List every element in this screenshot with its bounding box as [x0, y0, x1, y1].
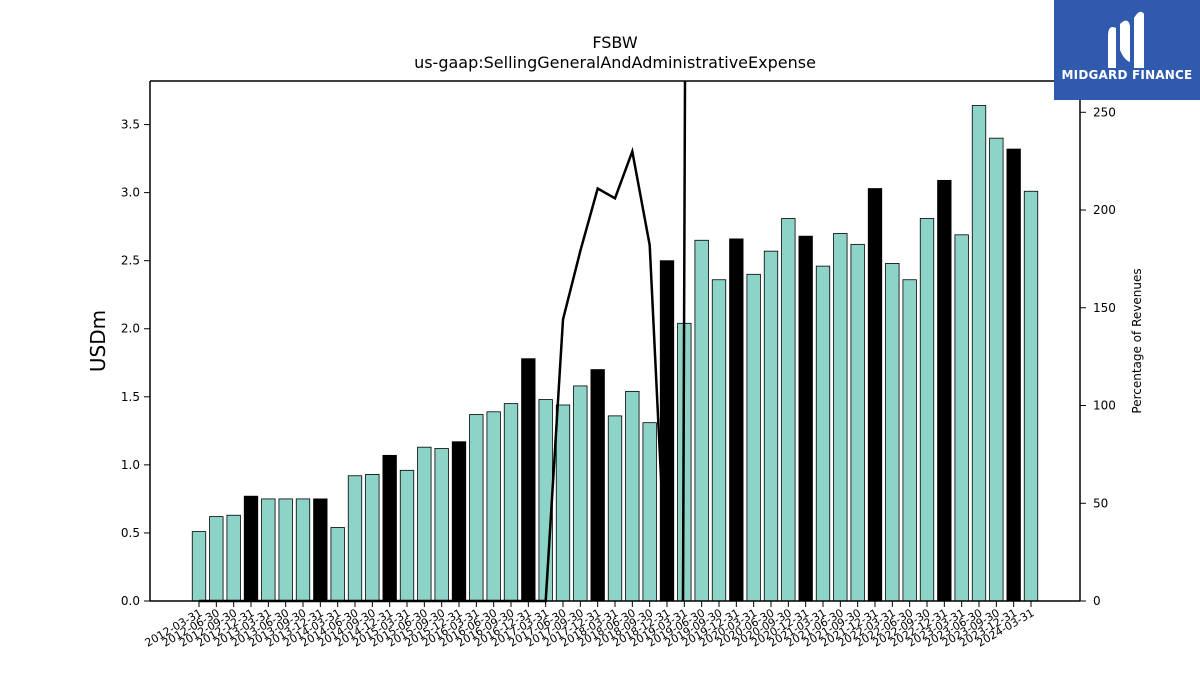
- y2-tick-label: 50: [1093, 496, 1108, 510]
- y-tick-label: 2.0: [121, 322, 140, 336]
- bar-2017-09-30: [573, 385, 588, 602]
- bars-group: [191, 105, 1039, 602]
- bar-2013-09-30: [295, 498, 311, 602]
- bar-2017-06-30: [555, 404, 571, 602]
- y2-tick-label: 150: [1093, 301, 1116, 315]
- percentage-line-spike: [681, 80, 687, 602]
- logo-text: MIDGARD FINANCE: [1061, 68, 1193, 82]
- bar-2015-06-30: [417, 446, 432, 602]
- chart-subtitle: us-gaap:SellingGeneralAndAdministrativeE…: [414, 53, 816, 72]
- bar-2023-09-30: [989, 137, 1004, 602]
- y-tick-label: 1.0: [121, 458, 140, 472]
- bar-2021-12-31: [867, 188, 883, 602]
- bar-2022-06-30: [902, 279, 917, 602]
- bar-2017-12-31: [590, 369, 605, 602]
- y-tick-label: 3.5: [121, 118, 140, 132]
- bar-2013-03-31: [261, 498, 276, 602]
- y2-axis-label: Percentage of Revenues: [1130, 268, 1144, 413]
- axes-group: 0.00.51.01.52.02.53.03.50501001502002502…: [121, 80, 1116, 650]
- bar-2018-12-31: [659, 260, 675, 602]
- bar-2021-06-30: [833, 233, 848, 602]
- bar-2015-03-31: [399, 469, 415, 602]
- y2-tick-label: 250: [1093, 105, 1116, 119]
- bar-2014-09-30: [365, 473, 380, 602]
- bar-2022-09-30: [919, 218, 935, 602]
- bar-2018-09-30: [642, 422, 657, 602]
- bar-2014-12-31: [382, 454, 397, 602]
- bar-2020-03-31: [746, 273, 761, 602]
- bar-2023-12-31: [1006, 148, 1021, 602]
- midgard-finance-logo: MIDGARD FINANCE: [1054, 0, 1200, 100]
- bar-2014-06-30: [347, 475, 363, 602]
- y2-tick-label: 100: [1093, 399, 1116, 413]
- bar-2012-09-30: [226, 514, 241, 602]
- y-tick-label: 0.0: [121, 594, 140, 608]
- y-tick-label: 3.0: [121, 186, 140, 200]
- y2-tick-label: 200: [1093, 203, 1116, 217]
- bar-2016-06-30: [486, 411, 501, 602]
- bar-2016-12-31: [521, 358, 536, 602]
- bar-2024-03-31: [1023, 190, 1039, 602]
- bar-2017-03-31: [538, 399, 553, 602]
- bar-2020-06-30: [763, 250, 779, 602]
- y2-tick-label: 0: [1093, 594, 1101, 608]
- bar-2022-03-31: [885, 263, 900, 602]
- y-tick-label: 1.5: [121, 390, 140, 404]
- bar-2016-09-30: [503, 403, 519, 602]
- bar-2018-06-30: [625, 390, 640, 602]
- chart-title: FSBW: [592, 33, 637, 52]
- bar-2015-09-30: [434, 448, 449, 602]
- bar-2015-12-31: [451, 441, 467, 602]
- bar-2012-03-31: [191, 531, 207, 602]
- bar-2014-03-31: [330, 527, 345, 602]
- bar-2022-12-31: [937, 179, 952, 602]
- bar-2019-06-30: [694, 239, 709, 602]
- bar-2013-06-30: [278, 498, 293, 602]
- bar-2023-03-31: [954, 234, 969, 602]
- y-axis-label: USDm: [86, 310, 110, 372]
- y-tick-label: 0.5: [121, 526, 140, 540]
- bar-2013-12-31: [313, 498, 328, 602]
- bar-2021-09-30: [850, 243, 865, 602]
- bar-2020-12-31: [798, 235, 813, 602]
- bar-2021-03-31: [815, 265, 831, 602]
- bar-2016-03-31: [469, 414, 484, 602]
- bar-2012-06-30: [209, 516, 224, 602]
- bar-2023-06-30: [971, 105, 987, 602]
- bar-2012-12-31: [243, 495, 259, 602]
- bar-2018-03-31: [607, 415, 623, 602]
- bar-2019-09-30: [711, 279, 727, 602]
- bar-2020-09-30: [781, 218, 796, 602]
- logo-mark-icon: [1108, 11, 1144, 68]
- y-tick-label: 2.5: [121, 254, 140, 268]
- bar-2019-12-31: [729, 238, 744, 602]
